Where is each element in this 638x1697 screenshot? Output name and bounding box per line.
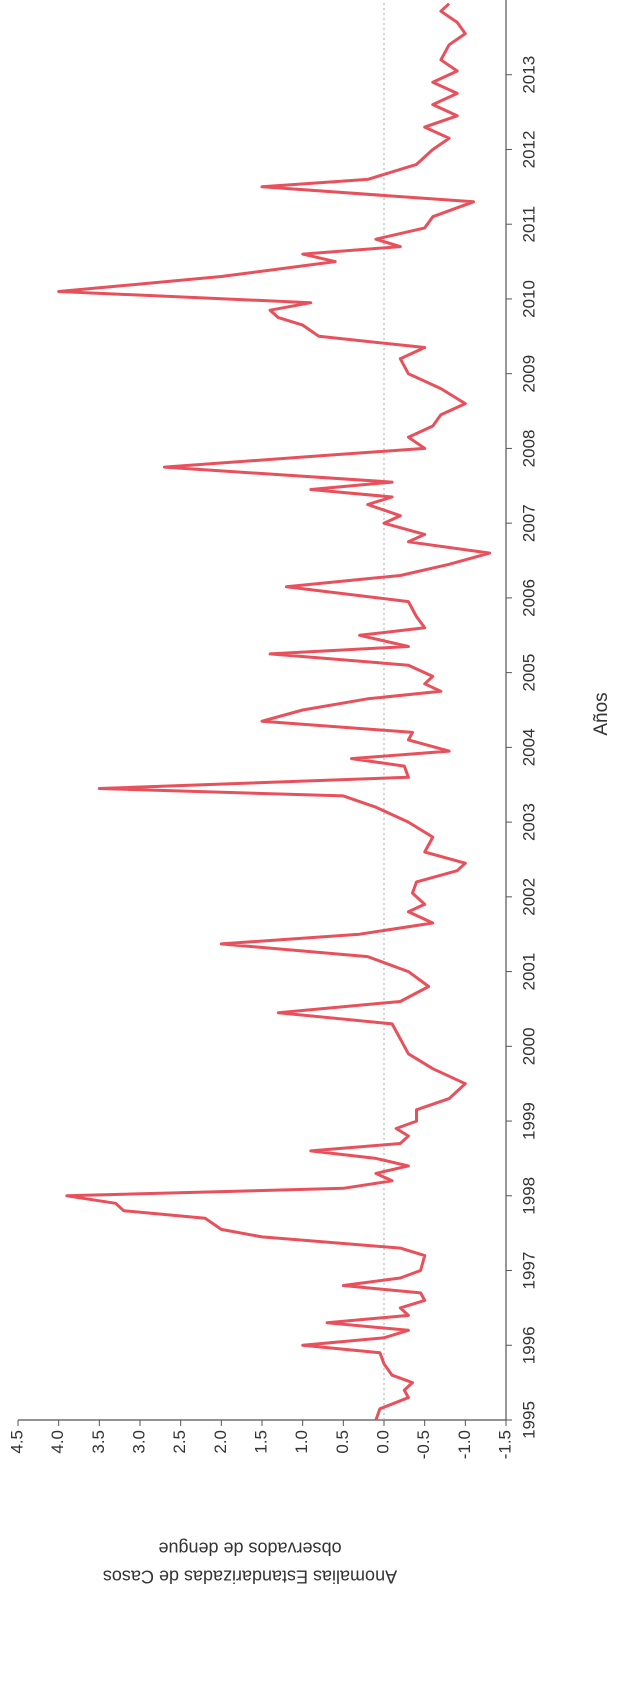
x-tick-label: 2002 [519,878,538,916]
y-tick-label: 0.5 [333,1430,352,1454]
x-tick-label: 2013 [519,56,538,94]
x-tick-label: 1999 [519,1102,538,1140]
x-tick-label: 1996 [519,1326,538,1364]
y-tick-label: 1.5 [251,1430,270,1454]
x-tick-label: 2009 [519,355,538,393]
y-axis-title: observados de dengue [158,1538,341,1558]
y-tick-label: 3.5 [89,1430,108,1454]
x-tick-label: 2011 [519,206,538,243]
x-tick-label: 1995 [519,1401,538,1439]
x-tick-label: 2008 [519,430,538,468]
x-tick-label: 2004 [519,728,538,766]
x-tick-label: 2003 [519,803,538,841]
y-tick-label: 3.0 [129,1430,148,1454]
y-tick-label: 4.5 [7,1430,26,1454]
x-tick-label: 2005 [519,654,538,692]
y-axis-title: Anomalias Estandarizadas de Casos [103,1566,397,1586]
x-tick-label: 2001 [519,953,538,991]
y-tick-label: 1.0 [292,1430,311,1454]
x-tick-label: 2000 [519,1027,538,1065]
x-axis-title: Años [591,692,612,735]
x-tick-label: 2006 [519,579,538,617]
x-tick-label: 1997 [519,1252,538,1290]
y-tick-label: 2.0 [211,1430,230,1454]
x-tick-label: 1998 [519,1177,538,1215]
x-tick-label: 2010 [519,280,538,318]
y-tick-label: 4.0 [48,1430,67,1454]
x-tick-label: 2012 [519,131,538,169]
y-tick-label: 2.5 [170,1430,189,1454]
y-tick-label: 0.0 [373,1430,392,1454]
y-tick-label: -0.5 [414,1430,433,1459]
data-line [57,2,492,1421]
y-tick-label: -1.0 [455,1430,474,1459]
y-tick-label: -1.5 [495,1430,514,1459]
x-tick-label: 2007 [519,504,538,542]
